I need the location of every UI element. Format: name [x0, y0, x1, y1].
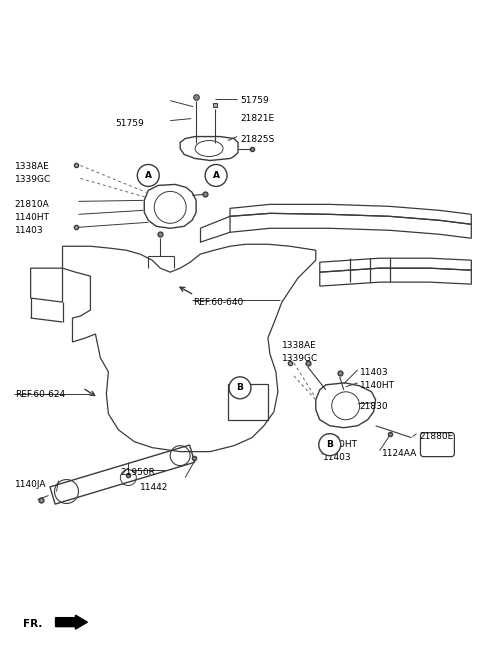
- Text: A: A: [213, 171, 219, 180]
- Text: 21950R: 21950R: [120, 468, 155, 477]
- Circle shape: [137, 165, 159, 186]
- Text: A: A: [145, 171, 152, 180]
- Text: 51759: 51759: [240, 96, 269, 105]
- Text: 1339GC: 1339GC: [282, 354, 318, 363]
- Text: 21880E: 21880E: [420, 432, 454, 441]
- Text: 1140HT: 1140HT: [15, 213, 49, 222]
- Text: 21830: 21830: [360, 401, 388, 411]
- Text: 1140HT: 1140HT: [323, 440, 358, 449]
- Circle shape: [319, 434, 341, 456]
- Text: REF.60-640: REF.60-640: [193, 298, 243, 307]
- Text: 11403: 11403: [15, 226, 43, 236]
- Text: 21810A: 21810A: [15, 200, 49, 209]
- Text: 1339GC: 1339GC: [15, 175, 51, 184]
- Text: 21825S: 21825S: [240, 134, 274, 144]
- Text: 51759: 51759: [115, 119, 144, 128]
- Text: 1338AE: 1338AE: [282, 341, 317, 350]
- Text: 1140HT: 1140HT: [360, 381, 395, 390]
- Circle shape: [229, 377, 251, 399]
- Text: 1140JA: 1140JA: [15, 480, 46, 489]
- Text: B: B: [237, 383, 243, 392]
- Text: REF.60-624: REF.60-624: [15, 390, 65, 399]
- Text: B: B: [326, 440, 333, 449]
- Text: 11403: 11403: [323, 453, 351, 462]
- Text: FR.: FR.: [23, 619, 42, 629]
- FancyArrow shape: [56, 615, 87, 629]
- Text: 11403: 11403: [360, 368, 388, 377]
- Text: 21821E: 21821E: [240, 113, 274, 123]
- Text: 11442: 11442: [140, 483, 168, 491]
- Circle shape: [205, 165, 227, 186]
- Text: 1124AA: 1124AA: [382, 449, 417, 458]
- Text: 1338AE: 1338AE: [15, 163, 49, 171]
